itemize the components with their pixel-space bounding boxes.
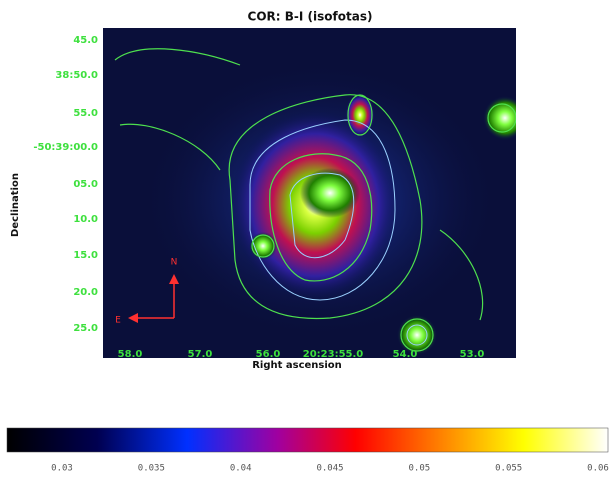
y-tick-label: 05.0 <box>73 179 98 190</box>
x-tick-label: 56.0 <box>256 349 281 360</box>
compass-east: E <box>115 316 121 326</box>
y-tick-label: 38:50.0 <box>55 70 98 81</box>
image: N E <box>103 28 527 358</box>
colorbar-ticks: 0.03 0.035 0.04 0.045 0.05 0.055 0.06 <box>51 464 609 474</box>
x-tick-label: 58.0 <box>118 349 143 360</box>
y-tick-label: -50:39:00.0 <box>33 142 98 153</box>
y-ticks: 45.0 38:50.0 55.0 -50:39:00.0 05.0 10.0 15.0 20… <box>33 35 98 334</box>
y-axis-label: Declination <box>10 173 21 237</box>
y-tick-label: 20.0 <box>73 287 98 298</box>
colorbar-tick-label: 0.05 <box>408 464 430 474</box>
x-tick-label: 57.0 <box>188 349 213 360</box>
figure: COR: B-I (isofotas) N E Declination Righ… <box>0 0 610 478</box>
y-tick-label: 15.0 <box>73 250 98 261</box>
colorbar <box>7 428 608 452</box>
colorbar-tick-label: 0.035 <box>138 464 165 474</box>
title: COR: B-I (isofotas) <box>248 10 373 24</box>
colorbar-tick-label: 0.055 <box>495 464 522 474</box>
compass-north: N <box>171 258 178 268</box>
y-tick-label: 55.0 <box>73 108 98 119</box>
colorbar-tick-label: 0.04 <box>230 464 252 474</box>
colorbar-tick-label: 0.03 <box>51 464 73 474</box>
x-axis-label: Right ascension <box>252 360 342 371</box>
x-tick-label: 20:23:55.0 <box>303 349 364 360</box>
y-tick-label: 45.0 <box>73 35 98 46</box>
x-tick-label: 54.0 <box>393 349 418 360</box>
y-tick-label: 25.0 <box>73 323 98 334</box>
colorbar-tick-label: 0.045 <box>316 464 343 474</box>
y-tick-label: 10.0 <box>73 214 98 225</box>
colorbar-tick-label: 0.06 <box>587 464 609 474</box>
x-tick-label: 53.0 <box>460 349 485 360</box>
